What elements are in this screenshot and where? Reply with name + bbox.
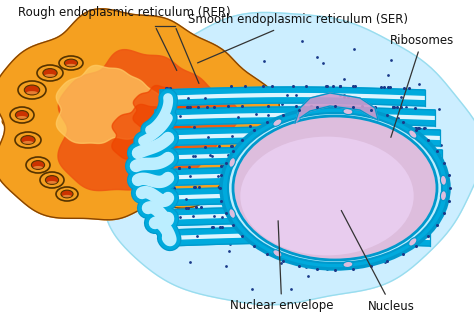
Ellipse shape [64, 59, 78, 67]
Ellipse shape [27, 91, 37, 94]
Ellipse shape [56, 187, 78, 201]
Ellipse shape [229, 158, 236, 167]
Ellipse shape [23, 141, 33, 144]
Polygon shape [7, 66, 69, 109]
Polygon shape [295, 93, 378, 123]
Text: Nucleus: Nucleus [341, 211, 415, 313]
Ellipse shape [343, 261, 353, 268]
Polygon shape [160, 207, 435, 215]
Polygon shape [35, 164, 79, 195]
Ellipse shape [33, 166, 43, 169]
Polygon shape [155, 107, 435, 115]
Polygon shape [58, 50, 239, 191]
Polygon shape [112, 104, 192, 159]
Polygon shape [133, 86, 197, 129]
Ellipse shape [273, 119, 282, 126]
Polygon shape [168, 232, 430, 241]
Polygon shape [152, 172, 440, 181]
Ellipse shape [37, 65, 63, 81]
Polygon shape [152, 132, 440, 141]
Polygon shape [25, 52, 80, 87]
Ellipse shape [40, 172, 64, 188]
Ellipse shape [43, 69, 57, 77]
Polygon shape [160, 218, 435, 226]
Ellipse shape [440, 191, 447, 201]
Polygon shape [0, 9, 279, 220]
Polygon shape [9, 123, 55, 156]
Ellipse shape [61, 190, 73, 198]
Polygon shape [168, 238, 430, 246]
Text: Nuclear envelope: Nuclear envelope [230, 221, 334, 313]
Ellipse shape [66, 64, 76, 66]
Ellipse shape [10, 107, 34, 123]
Polygon shape [2, 94, 53, 130]
Ellipse shape [409, 130, 417, 138]
Text: Smooth endoplasmic reticulum (SER): Smooth endoplasmic reticulum (SER) [188, 13, 408, 63]
Polygon shape [98, 12, 474, 305]
Polygon shape [68, 185, 112, 214]
Ellipse shape [440, 175, 447, 185]
Polygon shape [155, 192, 438, 201]
Ellipse shape [26, 157, 50, 173]
Polygon shape [160, 98, 425, 106]
Ellipse shape [228, 113, 442, 263]
Polygon shape [155, 187, 438, 195]
Ellipse shape [47, 181, 57, 184]
Polygon shape [52, 179, 91, 206]
Text: Rough endoplasmic reticulum (RER): Rough endoplasmic reticulum (RER) [18, 6, 231, 19]
Ellipse shape [221, 107, 449, 269]
Ellipse shape [233, 116, 437, 260]
Polygon shape [75, 42, 118, 69]
Polygon shape [155, 118, 435, 126]
Ellipse shape [17, 116, 27, 119]
Polygon shape [160, 92, 425, 101]
Ellipse shape [343, 109, 353, 114]
Ellipse shape [46, 175, 59, 184]
Text: Ribosomes: Ribosomes [390, 33, 454, 137]
Polygon shape [152, 138, 440, 146]
Ellipse shape [273, 250, 282, 257]
Polygon shape [48, 44, 96, 75]
Polygon shape [155, 112, 435, 121]
Ellipse shape [15, 132, 41, 148]
Polygon shape [155, 198, 438, 206]
Ellipse shape [229, 209, 236, 218]
Ellipse shape [24, 85, 40, 95]
Polygon shape [152, 178, 440, 186]
Ellipse shape [18, 81, 46, 99]
Polygon shape [150, 147, 442, 155]
Ellipse shape [409, 238, 417, 246]
Ellipse shape [45, 74, 55, 77]
Polygon shape [150, 152, 442, 161]
Polygon shape [56, 65, 163, 143]
Ellipse shape [63, 195, 72, 197]
Polygon shape [152, 167, 440, 175]
Polygon shape [150, 158, 442, 166]
Ellipse shape [15, 111, 28, 119]
Ellipse shape [21, 135, 35, 144]
Ellipse shape [31, 161, 45, 169]
Polygon shape [168, 227, 430, 235]
Polygon shape [152, 127, 440, 135]
Polygon shape [18, 145, 67, 180]
Polygon shape [160, 87, 425, 95]
Ellipse shape [59, 56, 83, 70]
Ellipse shape [240, 136, 414, 256]
Polygon shape [160, 212, 435, 221]
